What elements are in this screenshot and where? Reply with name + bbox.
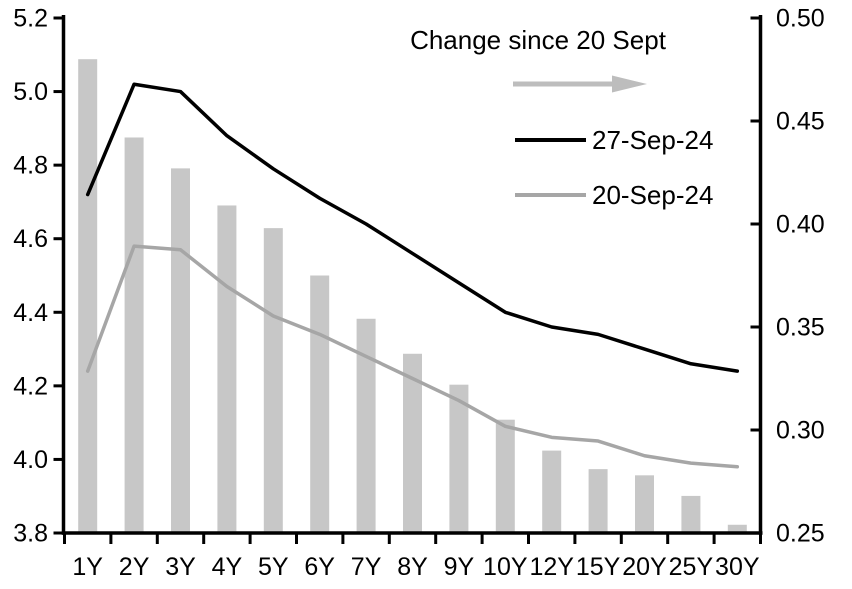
right-arrow-icon-shaft <box>513 81 614 87</box>
legend-bar-entry-label: Change since 20 Sept <box>410 25 667 55</box>
right-axis-tick-label: 0.50 <box>776 5 825 33</box>
x-axis-label-2Y: 2Y <box>119 553 150 581</box>
x-axis-label-4Y: 4Y <box>212 553 243 581</box>
x-axis-label-12Y: 12Y <box>529 553 574 581</box>
bar-4Y <box>217 205 237 532</box>
x-axis-label-25Y: 25Y <box>669 553 714 581</box>
bar-2Y <box>124 137 144 532</box>
x-axis-label-3Y: 3Y <box>165 553 196 581</box>
x-axis-label-6Y: 6Y <box>304 553 335 581</box>
left-axis-tick-label: 4.8 <box>13 152 48 180</box>
right-axis-tick-label: 0.30 <box>776 417 825 445</box>
right-axis-tick-label: 0.35 <box>776 314 825 342</box>
bar-6Y <box>310 275 330 532</box>
bar-5Y <box>263 228 283 532</box>
right-axis-tick-label: 0.40 <box>776 211 825 239</box>
bar-25Y <box>681 495 701 532</box>
bar-3Y <box>171 168 190 532</box>
left-axis-tick-label: 4.0 <box>13 446 48 474</box>
bar-7Y <box>356 318 376 532</box>
bar-12Y <box>542 450 562 532</box>
x-axis-label-7Y: 7Y <box>351 553 382 581</box>
x-axis-label-30Y: 30Y <box>715 553 760 581</box>
right-arrow-icon-head <box>612 75 647 93</box>
x-axis-label-20Y: 20Y <box>622 553 667 581</box>
bar-15Y <box>588 469 608 532</box>
left-axis-tick-label: 5.2 <box>13 5 48 33</box>
left-axis-tick-label: 5.0 <box>13 78 48 106</box>
right-axis-tick-label: 0.45 <box>776 108 825 136</box>
x-axis-label-8Y: 8Y <box>397 553 428 581</box>
bar-20Y <box>635 475 654 532</box>
legend-label-20-Sep-24: 20-Sep-24 <box>592 180 713 210</box>
x-axis-label-1Y: 1Y <box>72 553 103 581</box>
left-axis-tick-label: 4.4 <box>13 299 48 327</box>
bar-9Y <box>449 384 469 532</box>
bar-10Y <box>495 419 515 532</box>
series-line-27-Sep-24 <box>85 82 740 373</box>
x-axis-label-15Y: 15Y <box>576 553 621 581</box>
bar-30Y <box>727 524 747 532</box>
bar-1Y <box>78 59 98 532</box>
series-line-20-Sep-24 <box>85 244 740 469</box>
right-axis-tick-label: 0.25 <box>776 520 825 548</box>
bar-8Y <box>403 353 422 532</box>
x-axis-label-9Y: 9Y <box>444 553 475 581</box>
left-axis-tick-label: 3.8 <box>13 520 48 548</box>
legend-label-27-Sep-24: 27-Sep-24 <box>592 125 713 155</box>
x-axis-label-5Y: 5Y <box>258 553 289 581</box>
left-axis-tick-label: 4.6 <box>13 225 48 253</box>
left-axis-tick-label: 4.2 <box>13 372 48 400</box>
x-axis-label-10Y: 10Y <box>483 553 528 581</box>
